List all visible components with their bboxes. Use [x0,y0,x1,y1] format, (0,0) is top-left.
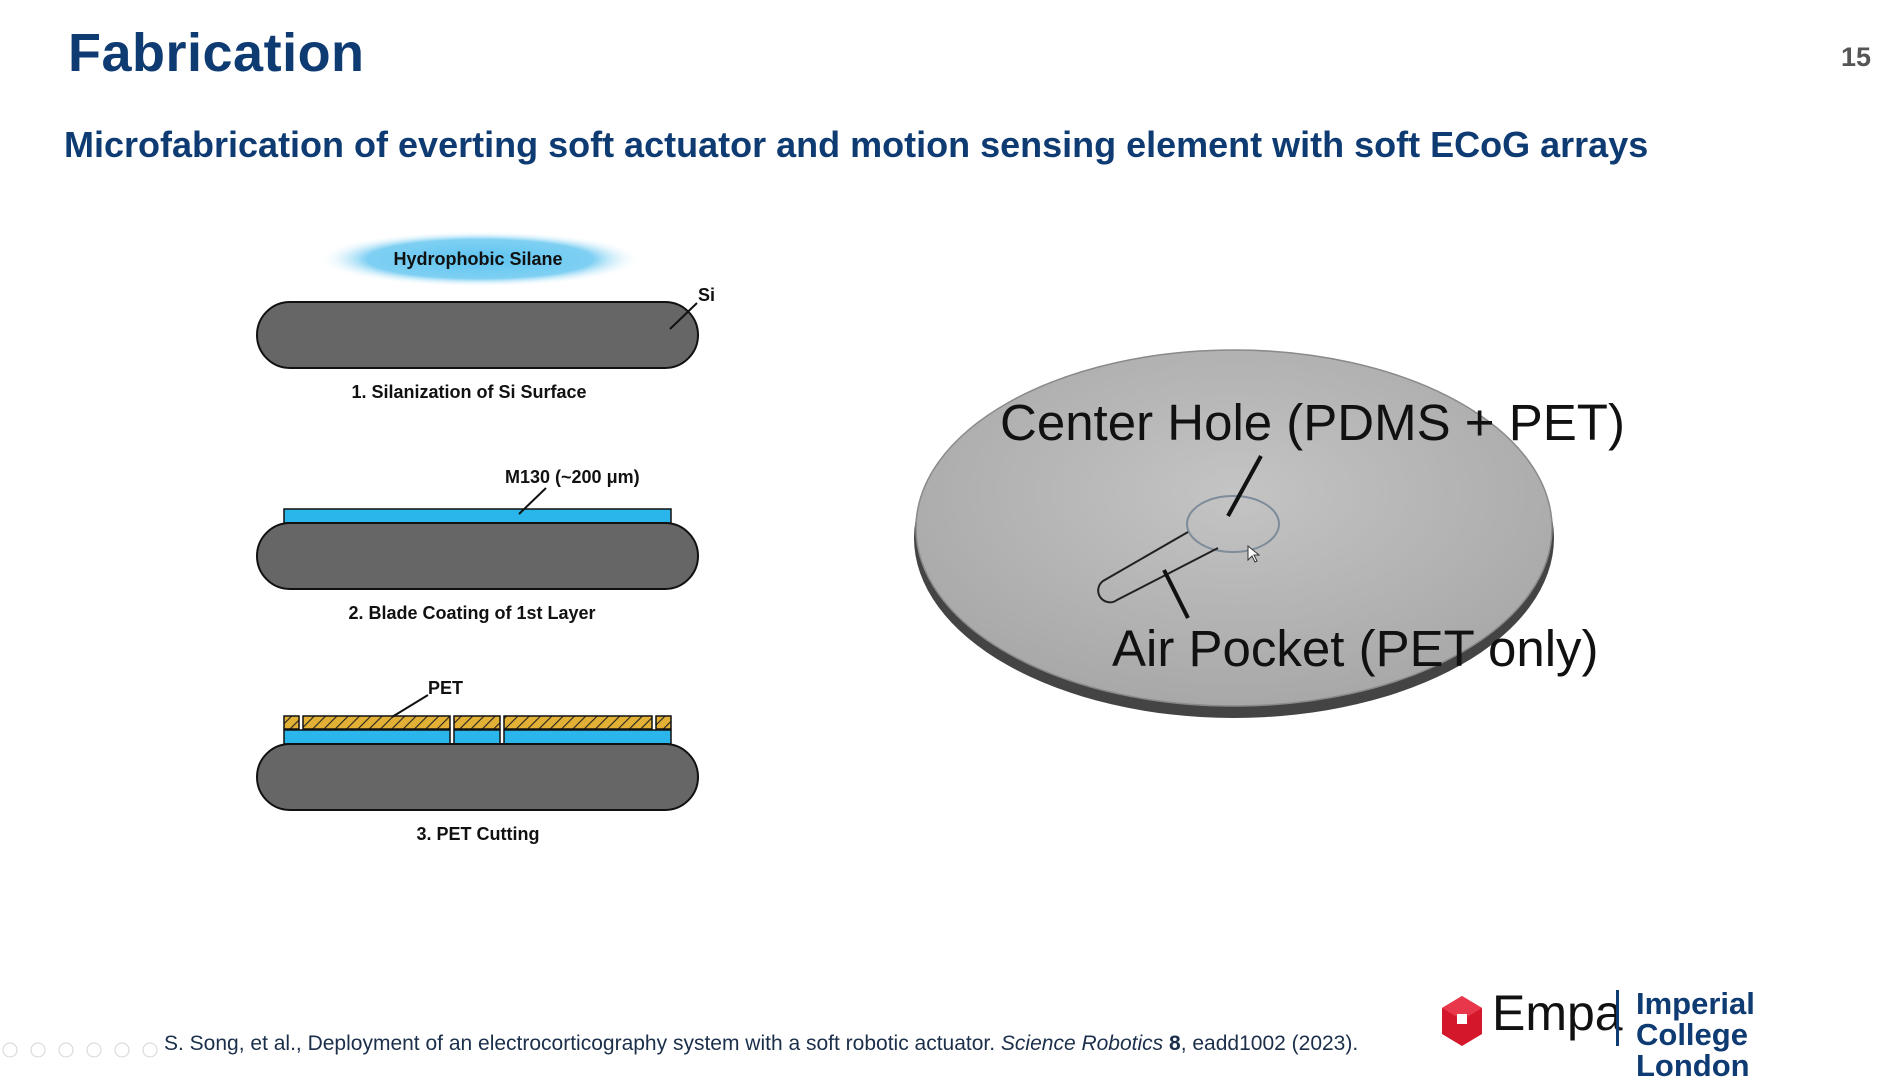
si-leader-line [669,302,698,330]
more-icon[interactable] [142,1042,158,1058]
silane-label: Hydrophobic Silane [393,249,562,269]
pet-strip-5 [655,715,672,730]
pet-leader-line [391,694,429,718]
air-pocket-channel [1097,531,1219,604]
step1-caption: 1. Silanization of Si Surface [351,382,586,402]
slide-title: Fabrication [68,23,365,83]
center-hole-label: Center Hole (PDMS + PET) [1000,394,1625,451]
pen-icon[interactable] [58,1042,74,1058]
empa-logo-text: Empa [1492,985,1623,1041]
imperial-logo-line2: London [1636,1048,1750,1083]
pet-strip-4 [503,715,653,730]
imperial-logo: Imperial College London [1636,988,1856,1081]
pet-strip-3 [453,715,501,730]
logos: Empa Imperial College London [1436,984,1856,1081]
m130-label: M130 (~200 μm) [505,467,640,487]
step1-group: Hydrophobic Silane Si 1. Silanization of… [256,231,715,402]
logo-divider [1616,990,1619,1046]
pet-strip-1 [283,715,300,730]
disc-top-surface [915,349,1553,707]
imperial-logo-line1: Imperial College [1636,986,1755,1052]
pet-strip-2 [302,715,451,730]
previous-icon[interactable] [2,1042,18,1058]
page-number: 15 [1840,42,1871,72]
step2-group: M130 (~200 μm) 2. Blade Coating of 1st L… [256,467,699,623]
si-substrate-3 [256,743,699,811]
center-hole [1186,495,1280,553]
empa-logo-icon [1442,996,1482,1046]
si-substrate-1 [256,301,699,369]
citation: S. Song, et al., Deployment of an electr… [164,1032,1358,1056]
disc-3d-figure: Center Hole (PDMS + PET) Air Pocket (PET… [914,349,1625,718]
si-substrate-2 [256,522,699,590]
step3-group: PET 3. PET Cutting [256,678,699,844]
citation-volume: 8 [1169,1032,1181,1055]
mouse-cursor-icon [1247,544,1261,563]
citation-text: S. Song, et al., Deployment of an electr… [164,1032,1001,1055]
presentation-controls[interactable] [0,1040,170,1058]
hydrophobic-silane-cloud [318,231,642,287]
pet-label: PET [428,678,463,698]
slide-subtitle: Microfabrication of everting soft actuat… [64,124,1649,165]
air-pocket-leader [1162,569,1190,619]
center-hole-leader [1226,455,1263,517]
step2-caption: 2. Blade Coating of 1st Layer [348,603,595,623]
citation-journal: Science Robotics [1000,1032,1164,1055]
step3-caption: 3. PET Cutting [417,824,540,844]
si-label: Si [698,285,715,305]
next-icon[interactable] [30,1042,46,1058]
zoom-icon[interactable] [114,1042,130,1058]
air-pocket-label: Air Pocket (PET only) [1112,620,1599,677]
slides-icon[interactable] [86,1042,102,1058]
citation-article: , eadd1002 (2023). [1180,1032,1359,1055]
m130-leader-line [518,487,547,515]
fabrication-steps-diagram: Hydrophobic Silane Si 1. Silanization of… [256,231,715,844]
